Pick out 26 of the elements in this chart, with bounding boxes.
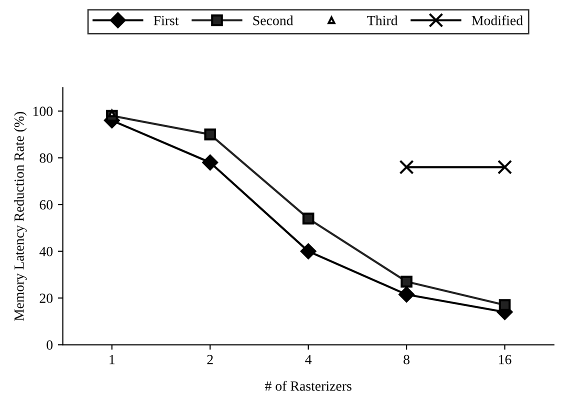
x-tick-label: 1 <box>110 354 115 364</box>
point <box>302 212 314 224</box>
legend-label: First <box>154 16 179 26</box>
x-tick-label: 8 <box>404 354 410 364</box>
y-tick-label: 100 <box>33 106 53 116</box>
x-tick-label: 16 <box>499 354 512 364</box>
point <box>497 160 512 174</box>
legend-label: Third <box>367 15 398 26</box>
point <box>498 299 511 311</box>
x-axis-title: # of Rasterizers <box>265 380 352 391</box>
y-tick-label: 20 <box>40 294 53 303</box>
point <box>202 154 218 170</box>
y-tick-label: 60 <box>40 200 53 210</box>
y-tick-label: 40 <box>39 246 53 256</box>
point <box>398 286 414 302</box>
y-tick-label: 80 <box>40 153 53 163</box>
y-tick-label: 0 <box>46 340 53 350</box>
point <box>300 243 316 260</box>
legend-label: Modified <box>472 15 523 26</box>
y-axis-title: Memory Latency Reduction Rate (%) <box>14 112 27 321</box>
x-tick-label: 2 <box>207 354 213 364</box>
point <box>399 160 414 174</box>
x-tick-label: 4 <box>305 354 312 364</box>
legend-label: Second <box>253 15 294 26</box>
point <box>400 276 412 288</box>
point <box>204 128 216 140</box>
